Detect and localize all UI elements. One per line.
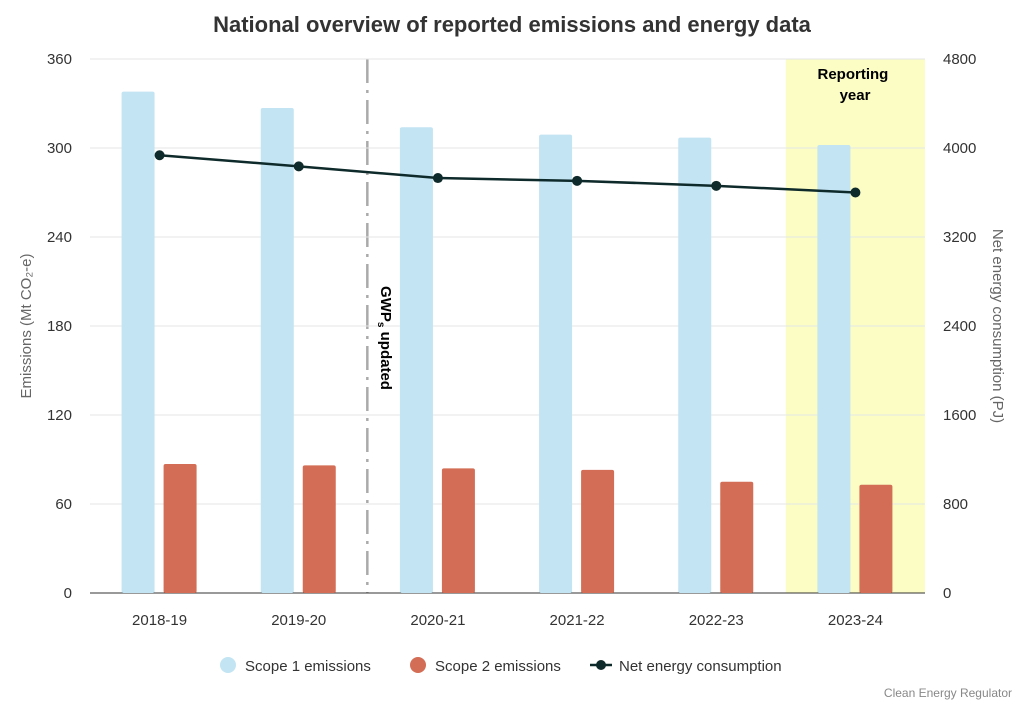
point-net-energy bbox=[432, 173, 443, 184]
y2-tick-label: 4000 bbox=[943, 140, 976, 157]
y-axis-label: Emissions (Mt CO₂-e) bbox=[18, 253, 35, 398]
legend-swatch bbox=[410, 657, 426, 673]
gwp-annotation: GWPs updated bbox=[375, 286, 394, 390]
y-tick-label: 180 bbox=[47, 318, 72, 335]
bar-scope2 bbox=[581, 469, 615, 593]
x-tick-label: 2021-22 bbox=[550, 612, 605, 629]
y2-axis-label: Net energy consumption (PJ) bbox=[989, 229, 1006, 423]
bar-scope1 bbox=[678, 137, 712, 593]
y-tick-label: 120 bbox=[47, 407, 72, 424]
y-tick-label: 0 bbox=[64, 585, 72, 602]
y2-tick-label: 4800 bbox=[943, 51, 976, 68]
reporting-year-label: Reporting year bbox=[818, 66, 893, 104]
legend-swatch bbox=[596, 660, 606, 670]
x-tick-label: 2023-24 bbox=[828, 612, 883, 629]
y-tick-label: 240 bbox=[47, 229, 72, 246]
bar-scope2 bbox=[441, 468, 475, 593]
bar-scope1 bbox=[399, 127, 433, 593]
legend-swatch bbox=[220, 657, 236, 673]
legend-label: Scope 2 emissions bbox=[435, 658, 561, 675]
y2-tick-label: 3200 bbox=[943, 229, 976, 246]
y2-tick-label: 2400 bbox=[943, 318, 976, 335]
source-label: Clean Energy Regulator bbox=[884, 686, 1012, 700]
y2-tick-label: 0 bbox=[943, 585, 951, 602]
bar-scope2 bbox=[163, 463, 197, 593]
x-tick-label: 2022-23 bbox=[689, 612, 744, 629]
y-tick-label: 360 bbox=[47, 51, 72, 68]
y2-tick-label: 800 bbox=[943, 496, 968, 513]
chart-title: National overview of reported emissions … bbox=[213, 12, 812, 37]
x-tick-label: 2020-21 bbox=[410, 612, 465, 629]
bar-scope2 bbox=[720, 481, 754, 593]
x-tick-label: 2019-20 bbox=[271, 612, 326, 629]
line-net-energy bbox=[159, 153, 856, 194]
bar-scope2 bbox=[302, 465, 336, 593]
y2-tick-label: 1600 bbox=[943, 407, 976, 424]
bar-scope1 bbox=[817, 145, 851, 594]
y-tick-label: 300 bbox=[47, 140, 72, 157]
bar-scope1 bbox=[260, 107, 294, 593]
legend-label: Scope 1 emissions bbox=[245, 658, 371, 675]
point-net-energy bbox=[850, 187, 861, 198]
point-net-energy bbox=[293, 161, 304, 172]
bar-scope1 bbox=[121, 91, 155, 593]
legend-label: Net energy consumption bbox=[619, 658, 782, 675]
bar-scope1 bbox=[539, 134, 573, 593]
y-tick-label: 60 bbox=[55, 496, 72, 513]
point-net-energy bbox=[711, 180, 722, 191]
x-tick-label: 2018-19 bbox=[132, 612, 187, 629]
point-net-energy bbox=[154, 150, 165, 161]
point-net-energy bbox=[572, 175, 583, 186]
bar-scope2 bbox=[859, 484, 893, 593]
